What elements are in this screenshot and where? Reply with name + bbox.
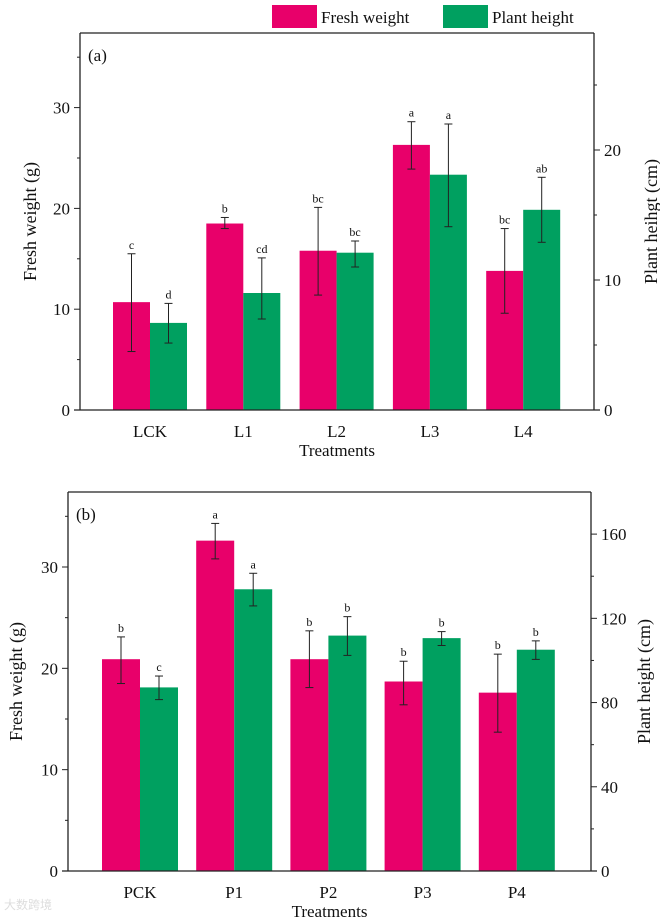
y-axis-title-right: Plant height (cm)	[634, 619, 655, 744]
x-tick-label: P2	[319, 883, 337, 902]
y-tick-label-right: 120	[601, 609, 627, 628]
significance-letter: a	[409, 106, 415, 120]
bar-plant-height	[523, 209, 561, 410]
legend-label-fresh-weight: Fresh weight	[321, 8, 410, 27]
significance-letter: b	[495, 638, 501, 652]
panel-a: c b bc a bc d cd bc a ab 0 10 20 30 0 10 20 LCK L1 L2 L3 L4 (a…	[20, 32, 660, 460]
x-tick-label: P4	[508, 883, 526, 902]
significance-letter: b	[439, 616, 445, 630]
legend-swatch-fresh-weight	[272, 5, 317, 28]
y-tick-label-right: 10	[604, 271, 621, 290]
y-tick-label-left: 0	[50, 862, 59, 881]
significance-letter: cd	[256, 242, 267, 256]
bar-fresh-weight	[206, 223, 244, 410]
legend-swatch-plant-height	[443, 5, 488, 28]
y-tick-label-right: 40	[601, 778, 618, 797]
y-tick-label-left: 30	[41, 558, 58, 577]
x-tick-label: PCK	[123, 883, 157, 902]
bar-plant-height	[140, 687, 178, 871]
significance-letter: b	[118, 621, 124, 635]
bar-plant-height	[516, 649, 555, 871]
x-tick-label: L1	[234, 422, 253, 441]
y-tick-label-left: 30	[53, 99, 70, 118]
significance-letter: c	[156, 660, 161, 674]
significance-letter: b	[344, 601, 350, 615]
bar-plant-height	[234, 589, 273, 871]
y-tick-label-right: 20	[604, 141, 621, 160]
bar-fresh-weight	[102, 659, 140, 871]
significance-letter: c	[129, 238, 134, 252]
x-tick-label: LCK	[133, 422, 168, 441]
x-tick-label: P3	[414, 883, 432, 902]
bar-plant-height	[336, 252, 374, 410]
watermark: 大数跨境	[4, 898, 53, 912]
x-axis-title: Treatments	[299, 441, 375, 460]
y-tick-label-right: 0	[601, 862, 610, 881]
legend: Fresh weight Plant height	[272, 5, 574, 28]
x-tick-label: L2	[327, 422, 346, 441]
panel-b: b a b b b c a b b b 0 10 20 30 0 40 80 120 160 PCK P1 P2 P3 P4 (…	[6, 491, 655, 917]
significance-letter: bc	[349, 225, 360, 239]
y-tick-label-left: 20	[53, 199, 70, 218]
y-tick-label-right: 0	[604, 401, 613, 420]
y-tick-label-left: 10	[41, 761, 58, 780]
y-tick-label-left: 20	[41, 659, 58, 678]
bar-fresh-weight	[384, 681, 423, 871]
bar-fresh-weight	[392, 144, 430, 410]
x-axis-title: Treatments	[292, 902, 368, 917]
y-axis-title-left: Fresh weight (g)	[20, 162, 41, 281]
y-axis-title-left: Fresh weight (g)	[6, 622, 27, 741]
significance-letter: bc	[312, 191, 323, 205]
y-tick-label-left: 10	[53, 300, 70, 319]
panel-label: (a)	[88, 46, 107, 65]
bar-fresh-weight	[196, 540, 235, 871]
significance-letter: a	[446, 108, 452, 122]
y-tick-label-left: 0	[62, 401, 71, 420]
bar-plant-height	[328, 635, 367, 871]
significance-letter: b	[533, 625, 539, 639]
significance-letter: d	[166, 287, 172, 301]
x-tick-label: L3	[420, 422, 439, 441]
panel-label: (b)	[76, 505, 96, 524]
significance-letter: a	[251, 557, 257, 571]
bar-fresh-weight	[290, 659, 329, 871]
significance-letter: ab	[536, 161, 547, 175]
x-tick-label: L4	[514, 422, 533, 441]
y-tick-label-right: 160	[601, 525, 627, 544]
significance-letter: bc	[499, 213, 510, 227]
y-tick-label-right: 80	[601, 694, 618, 713]
legend-label-plant-height: Plant height	[492, 8, 574, 27]
significance-letter: b	[306, 615, 312, 629]
significance-letter: b	[222, 201, 228, 215]
significance-letter: b	[401, 645, 407, 659]
bar-plant-height	[422, 638, 461, 871]
significance-letter: a	[213, 507, 219, 521]
x-tick-label: P1	[225, 883, 243, 902]
y-axis-title-right: Plant heihgt (cm)	[641, 159, 660, 284]
